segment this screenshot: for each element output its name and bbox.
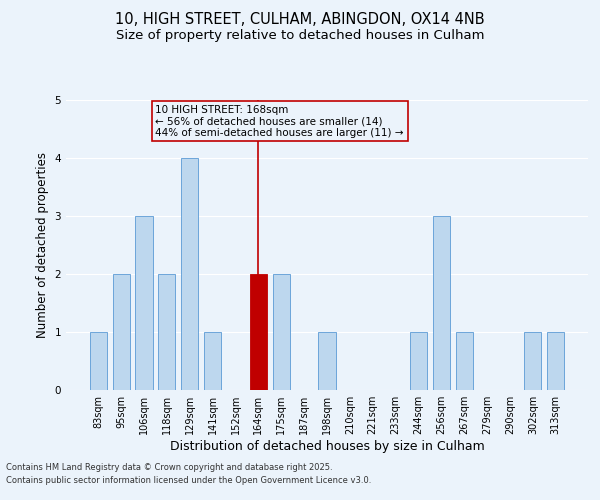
Text: Contains HM Land Registry data © Crown copyright and database right 2025.: Contains HM Land Registry data © Crown c…	[6, 464, 332, 472]
X-axis label: Distribution of detached houses by size in Culham: Distribution of detached houses by size …	[170, 440, 484, 453]
Bar	[524, 332, 541, 390]
Bar	[181, 158, 199, 390]
Text: Contains public sector information licensed under the Open Government Licence v3: Contains public sector information licen…	[6, 476, 371, 485]
Bar	[158, 274, 175, 390]
Bar	[272, 274, 290, 390]
Bar	[90, 332, 107, 390]
Bar	[136, 216, 152, 390]
Text: 10 HIGH STREET: 168sqm
← 56% of detached houses are smaller (14)
44% of semi-det: 10 HIGH STREET: 168sqm ← 56% of detached…	[155, 104, 404, 138]
Bar	[250, 274, 267, 390]
Bar	[410, 332, 427, 390]
Bar	[204, 332, 221, 390]
Text: Size of property relative to detached houses in Culham: Size of property relative to detached ho…	[116, 29, 484, 42]
Bar	[547, 332, 564, 390]
Bar	[319, 332, 335, 390]
Text: 10, HIGH STREET, CULHAM, ABINGDON, OX14 4NB: 10, HIGH STREET, CULHAM, ABINGDON, OX14 …	[115, 12, 485, 28]
Bar	[433, 216, 450, 390]
Bar	[455, 332, 473, 390]
Bar	[113, 274, 130, 390]
Y-axis label: Number of detached properties: Number of detached properties	[36, 152, 49, 338]
